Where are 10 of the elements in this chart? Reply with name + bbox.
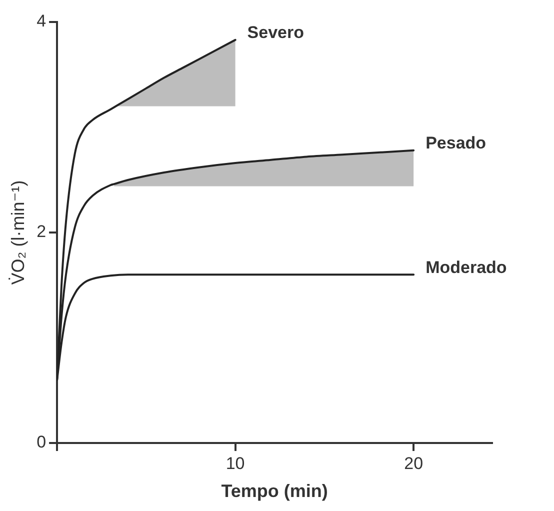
x-axis-title: Tempo (min) — [221, 481, 328, 502]
x-tick-label: 10 — [226, 454, 245, 473]
series-label: Moderado — [426, 258, 507, 277]
y-tick-label: 0 — [36, 432, 46, 452]
y-tick-label: 4 — [36, 12, 46, 31]
series-label: Pesado — [426, 134, 486, 153]
x-tick-label: 20 — [404, 454, 424, 473]
y-tick-label: 2 — [36, 222, 46, 242]
y-axis-title: V̇O₂ (l·min⁻¹) — [8, 180, 28, 285]
series-label: Severo — [247, 23, 304, 42]
